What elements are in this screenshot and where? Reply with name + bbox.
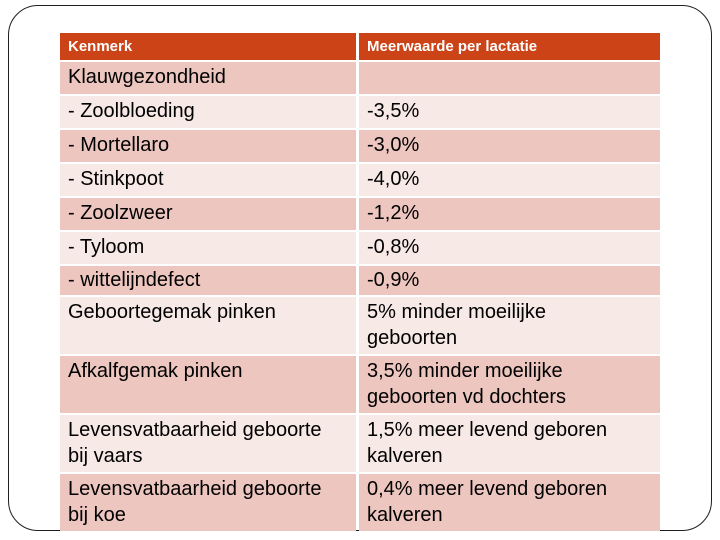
cell-waarde [359, 62, 660, 94]
cell-waarde: 1,5% meer levend geboren kalveren [359, 415, 660, 472]
table-header-row: Kenmerk Meerwaarde per lactatie [60, 33, 660, 60]
cell-waarde: -0,8% [359, 232, 660, 264]
cell-kenmerk: - Zoolbloeding [60, 96, 356, 128]
column-header-meerwaarde: Meerwaarde per lactatie [359, 33, 660, 60]
kenmerk-meerwaarde-table: Kenmerk Meerwaarde per lactatie Klauwgez… [57, 31, 663, 533]
table-row-mortellaro: - Mortellaro -3,0% [60, 130, 660, 162]
column-header-kenmerk: Kenmerk [60, 33, 356, 60]
cell-kenmerk: Geboortegemak pinken [60, 297, 356, 354]
table-row-geboortegemak-pinken: Geboortegemak pinken 5% minder moeilijke… [60, 297, 660, 354]
cell-waarde: -1,2% [359, 198, 660, 230]
cell-waarde: 3,5% minder moeilijke geboorten vd docht… [359, 356, 660, 413]
cell-kenmerk: - Zoolzweer [60, 198, 356, 230]
table-row-levensvatbaarheid-vaars: Levensvatbaarheid geboorte bij vaars 1,5… [60, 415, 660, 472]
cell-kenmerk: - Mortellaro [60, 130, 356, 162]
table-row-stinkpoot: - Stinkpoot -4,0% [60, 164, 660, 196]
cell-waarde: -0,9% [359, 266, 660, 295]
table-row-klauwgezondheid: Klauwgezondheid [60, 62, 660, 94]
table-row-zoolbloeding: - Zoolbloeding -3,5% [60, 96, 660, 128]
cell-waarde: -4,0% [359, 164, 660, 196]
table-row-wittelijndefect: - wittelijndefect -0,9% [60, 266, 660, 295]
cell-waarde: -3,5% [359, 96, 660, 128]
table-row-zoolzweer: - Zoolzweer -1,2% [60, 198, 660, 230]
cell-waarde: -3,0% [359, 130, 660, 162]
table-row-afkalfgemak-pinken: Afkalfgemak pinken 3,5% minder moeilijke… [60, 356, 660, 413]
cell-waarde: 5% minder moeilijke geboorten [359, 297, 660, 354]
cell-kenmerk: - Stinkpoot [60, 164, 356, 196]
cell-kenmerk: Afkalfgemak pinken [60, 356, 356, 413]
cell-kenmerk: Levensvatbaarheid geboorte bij koe [60, 474, 356, 531]
cell-kenmerk: Klauwgezondheid [60, 62, 356, 94]
cell-kenmerk: Levensvatbaarheid geboorte bij vaars [60, 415, 356, 472]
table-row-levensvatbaarheid-koe: Levensvatbaarheid geboorte bij koe 0,4% … [60, 474, 660, 531]
cell-kenmerk: - wittelijndefect [60, 266, 356, 295]
cell-kenmerk: - Tyloom [60, 232, 356, 264]
table-row-tyloom: - Tyloom -0,8% [60, 232, 660, 264]
cell-waarde: 0,4% meer levend geboren kalveren [359, 474, 660, 531]
